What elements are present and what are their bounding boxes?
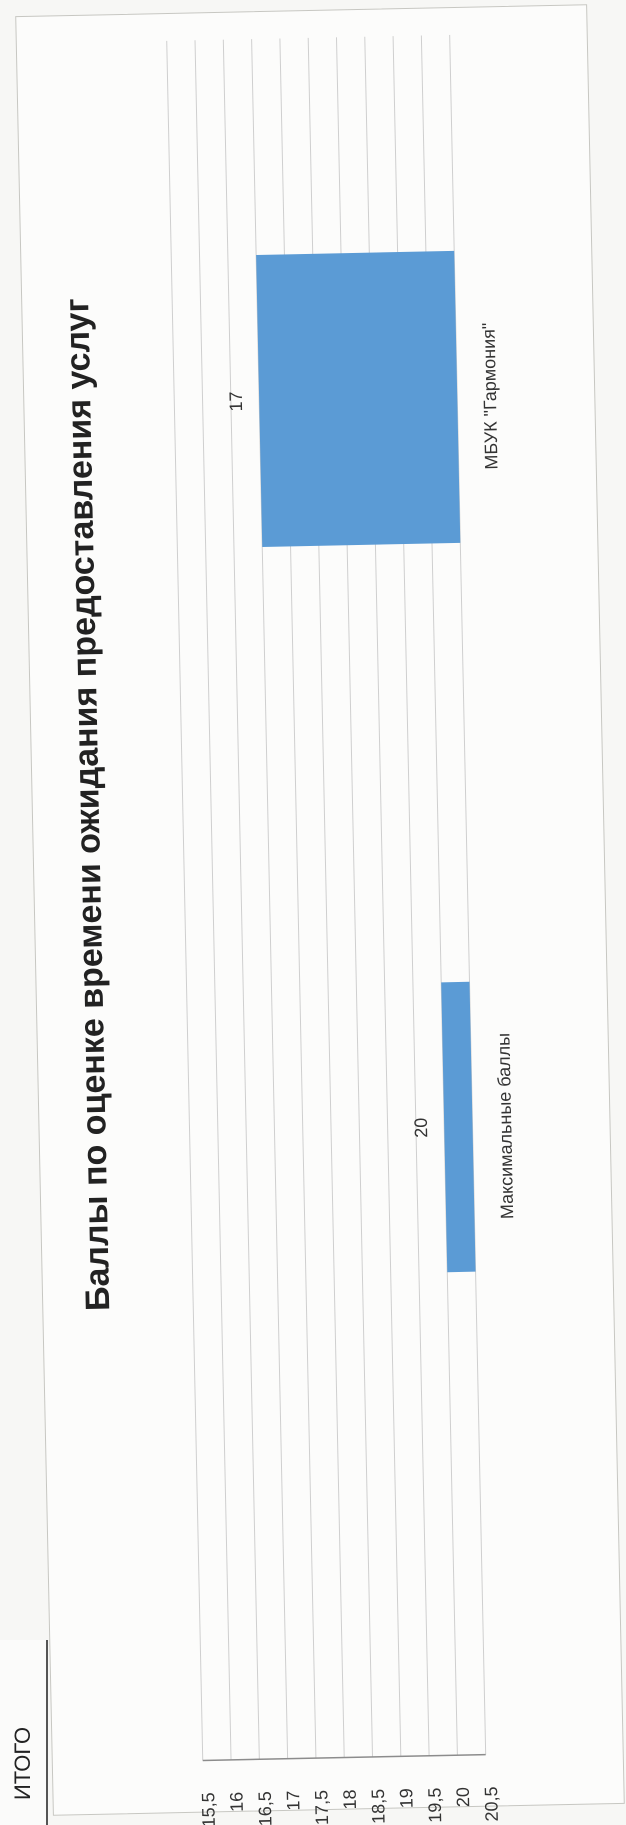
grid-line: [166, 40, 204, 1761]
y-tick-label: 19,5: [425, 1787, 446, 1822]
chart-title: Баллы по оценке времени ожидания предост…: [58, 298, 117, 1311]
data-label: 17: [226, 391, 246, 411]
y-tick-label: 20,5: [481, 1786, 502, 1821]
y-tick-label: 16: [226, 1792, 246, 1812]
bar-maximum-points: [441, 981, 476, 1273]
x-category-label: Максимальные баллы: [493, 1033, 517, 1220]
data-label: 20: [411, 1118, 431, 1138]
y-tick-label: 20: [453, 1787, 473, 1807]
bar-mbuk-garmoniya: [256, 250, 461, 547]
grid-line: [222, 39, 260, 1760]
y-tick-label: 15,5: [198, 1792, 219, 1825]
y-tick-label: 17: [283, 1790, 303, 1810]
grid-line: [194, 40, 232, 1760]
y-tick-label: 18,5: [368, 1789, 389, 1824]
y-tick-label: 18: [340, 1789, 360, 1809]
y-tick-label: 17,5: [311, 1790, 332, 1825]
chart-rotated-layer: 15,5 16 16,5 17 17,5 18 18,5 19 19,5 20 20,5 20 Макс…: [58, 34, 517, 1825]
axis-line: [202, 1753, 486, 1762]
y-tick-label: 16,5: [255, 1791, 276, 1825]
x-category-label: МБУК "Гармония": [478, 322, 501, 469]
y-tick-label: 19: [396, 1788, 416, 1808]
top-fragment: ИТОГО: [0, 1640, 48, 1825]
